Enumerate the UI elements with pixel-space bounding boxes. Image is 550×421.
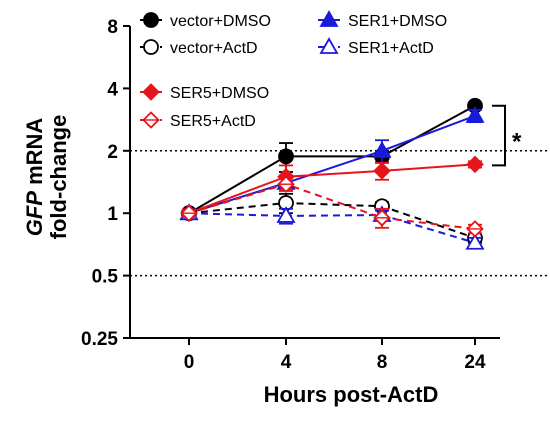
series-markers bbox=[179, 97, 485, 250]
legend-marker bbox=[142, 111, 160, 129]
legend-marker-shape bbox=[142, 83, 160, 101]
legend-marker bbox=[143, 39, 159, 55]
legend: vector+DMSO vector+ActD SER1+DMSO SER1+ActD… bbox=[140, 10, 447, 130]
y-axis-title: GFP mRNA bbox=[22, 118, 47, 237]
data-point-ser5-dmso bbox=[373, 162, 391, 180]
data-point-ser5-actd bbox=[277, 175, 295, 193]
y-tick-label: 1 bbox=[107, 204, 118, 225]
y-tick-label: 4 bbox=[107, 79, 118, 100]
data-point-ser1-actd bbox=[276, 206, 296, 223]
x-tick-label: 0 bbox=[184, 352, 195, 373]
data-point-ser1-dmso bbox=[465, 105, 485, 123]
legend-marker bbox=[142, 83, 160, 101]
legend-label: SER5+DMSO bbox=[170, 85, 269, 102]
significance-bracket: * bbox=[492, 104, 522, 167]
y-tick-label: 2 bbox=[107, 142, 118, 163]
data-point-ser5-actd bbox=[466, 220, 484, 238]
series-line-ser1-dmso bbox=[188, 114, 476, 215]
data-point-ser5-dmso bbox=[466, 155, 484, 174]
series-line-ser5-actd bbox=[188, 183, 476, 230]
y-axis-title-unit: mRNA bbox=[22, 118, 47, 191]
legend-item-ser5-dmso: SER5+DMSO bbox=[140, 83, 269, 102]
data-point-ser5-actd bbox=[180, 204, 198, 222]
data-point-ser5-actd bbox=[373, 209, 391, 227]
series-line-vector-dmso bbox=[188, 104, 476, 215]
legend-marker bbox=[319, 10, 339, 27]
legend-label: SER5+ActD bbox=[170, 113, 256, 130]
x-tick-label: 8 bbox=[377, 352, 388, 373]
y-tick-label: 0.5 bbox=[92, 267, 119, 288]
legend-item-vector-actd: vector+ActD bbox=[140, 39, 258, 57]
legend-item-ser1-actd: SER1+ActD bbox=[318, 37, 434, 57]
series-lines bbox=[188, 104, 476, 244]
y-tick-label: 0.25 bbox=[81, 329, 118, 350]
y-axis-title-line2: fold-change bbox=[46, 115, 71, 240]
series-line-vector-actd bbox=[188, 201, 476, 239]
legend-item-ser5-actd: SER5+ActD bbox=[140, 111, 256, 130]
legend-item-vector-dmso: vector+DMSO bbox=[140, 12, 271, 30]
legend-label: vector+DMSO bbox=[170, 13, 271, 30]
x-tick-label: 24 bbox=[464, 352, 486, 373]
legend-label: SER1+DMSO bbox=[348, 13, 447, 30]
x-axis-title: Hours post-ActD bbox=[264, 382, 439, 407]
data-point-ser5-dmso-shape bbox=[466, 155, 484, 174]
data-point-ser5-dmso-shape bbox=[373, 162, 391, 180]
legend-marker bbox=[143, 12, 159, 28]
significance-bracket-line bbox=[492, 104, 506, 167]
legend-label: SER1+ActD bbox=[348, 40, 434, 57]
data-point-ser1-dmso bbox=[372, 140, 392, 158]
y-tick-label: 8 bbox=[107, 17, 118, 38]
series-line-ser1-actd bbox=[188, 212, 476, 244]
data-point-ser1-actd bbox=[465, 232, 485, 250]
legend-label: vector+ActD bbox=[170, 40, 258, 57]
series-line-ser5-dmso bbox=[188, 163, 476, 215]
y-axis-title-gene: GFP bbox=[22, 191, 47, 237]
legend-marker bbox=[319, 37, 339, 54]
x-tick-label: 4 bbox=[281, 352, 292, 373]
legend-item-ser1-dmso: SER1+DMSO bbox=[318, 10, 447, 30]
data-point-vector-dmso bbox=[278, 148, 294, 165]
significance-star: * bbox=[512, 129, 522, 156]
